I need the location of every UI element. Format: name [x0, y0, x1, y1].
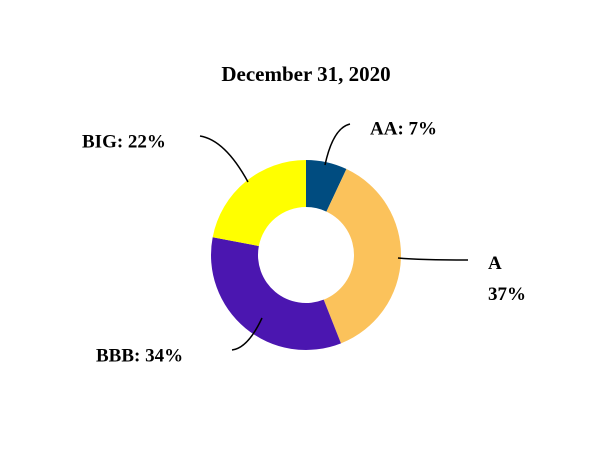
leader-line [231, 317, 263, 351]
data-label: BIG: 22% [82, 131, 166, 152]
data-label-line: 37% [488, 284, 526, 305]
chart-title: December 31, 2020 [221, 62, 390, 86]
data-label: BBB: 34% [96, 345, 183, 366]
donut-slice [212, 160, 306, 247]
donut-slice [211, 237, 341, 351]
leader-line [397, 257, 469, 261]
donut-slice [323, 169, 402, 344]
leader-line [199, 135, 249, 183]
leader-line [324, 123, 351, 166]
data-label-line: A [488, 253, 502, 274]
donut-slice [306, 160, 347, 212]
data-label: AA: 7% [370, 118, 437, 139]
data-label: A 37% [488, 253, 526, 305]
